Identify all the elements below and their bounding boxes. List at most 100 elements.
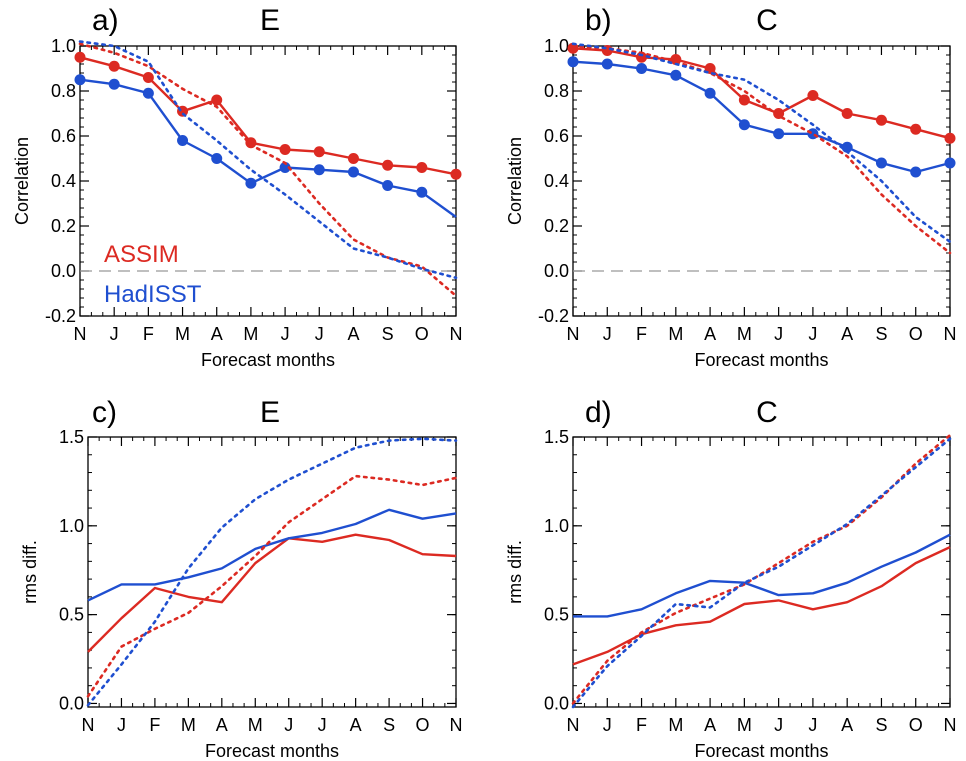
- y-tick-label: 1.0: [51, 36, 76, 56]
- assim-point: [313, 146, 325, 158]
- hadisst-point: [211, 153, 223, 164]
- assim-point: [211, 94, 223, 106]
- y-tick-label: 1.5: [544, 427, 569, 447]
- x-tick-label: N: [450, 715, 463, 735]
- legend-entry-assim: ASSIM: [104, 241, 179, 268]
- assim-point: [738, 94, 750, 106]
- x-tick-label: S: [875, 715, 887, 735]
- y-tick-label: 1.0: [59, 516, 84, 536]
- hadisst-point: [601, 58, 613, 70]
- assim-dotted-line: [86, 474, 458, 698]
- x-tick-label: J: [110, 324, 119, 344]
- hadisst-point: [416, 186, 428, 198]
- panel-title: C: [756, 4, 778, 37]
- panel-label: a): [92, 4, 119, 37]
- hadisst-point: [382, 180, 394, 191]
- hadisst-point: [875, 157, 887, 169]
- plot-frame: [572, 436, 951, 708]
- assim-point: [875, 114, 887, 126]
- y-tick-label: 0.5: [59, 605, 84, 625]
- assim-point: [108, 60, 120, 72]
- x-tick-label: A: [350, 715, 362, 735]
- hadisst-point: [74, 74, 86, 86]
- panel-label: b): [585, 4, 612, 37]
- x-tick-label: S: [382, 324, 394, 344]
- hadisst-point: [567, 56, 579, 68]
- x-tick-label: A: [704, 715, 716, 735]
- y-axis-title: rms diff.: [20, 540, 40, 604]
- hadisst-point: [944, 157, 956, 169]
- assim-point: [450, 168, 462, 180]
- assim-point: [279, 144, 291, 155]
- assim-point: [142, 72, 154, 83]
- assim-solid-line: [87, 533, 457, 653]
- x-tick-label: M: [668, 324, 683, 344]
- x-axis-title: Forecast months: [201, 350, 335, 370]
- x-tick-label: F: [636, 715, 647, 735]
- hadisst-point: [738, 119, 750, 131]
- panel-title: E: [260, 396, 280, 429]
- y-tick-label: 0.0: [51, 261, 76, 281]
- assim-solid-line: [572, 47, 951, 140]
- x-tick-label: M: [737, 324, 752, 344]
- plot-frame: [572, 45, 951, 317]
- assim-point: [416, 162, 428, 173]
- x-tick-label: J: [603, 715, 612, 735]
- x-tick-label: N: [567, 715, 580, 735]
- x-tick-label: J: [318, 715, 327, 735]
- x-tick-label: F: [143, 324, 154, 344]
- x-tick-label: O: [415, 324, 429, 344]
- hadisst-point: [841, 141, 853, 153]
- x-tick-label: J: [117, 715, 126, 735]
- y-tick-label: 0.0: [544, 261, 569, 281]
- hadisst-point: [773, 128, 785, 140]
- x-axis-title: Forecast months: [694, 741, 828, 761]
- y-axis-title: Correlation: [505, 137, 525, 225]
- hadisst-point: [636, 63, 648, 74]
- panel-label: c): [92, 396, 117, 429]
- y-tick-label: -0.2: [45, 306, 76, 326]
- x-axis-title: Forecast months: [694, 350, 828, 370]
- chart-panel-4: 0.0 0.5 1.0 1.5 N J F M A M J J A S O N Cd) Forecast mont…: [505, 396, 957, 761]
- x-tick-label: M: [175, 324, 190, 344]
- y-tick-label: 0.8: [51, 81, 76, 101]
- y-tick-label: 0.2: [544, 216, 569, 236]
- y-tick-label: 1.0: [544, 36, 569, 56]
- y-tick-label: 0.6: [544, 126, 569, 146]
- assim-dotted-line: [571, 433, 952, 705]
- panel-title: E: [260, 4, 280, 37]
- x-tick-label: A: [347, 324, 359, 344]
- hadisst-solid-line: [573, 533, 951, 618]
- y-tick-label: 0.0: [544, 693, 569, 713]
- y-tick-label: 0.4: [51, 171, 76, 191]
- x-tick-label: J: [281, 324, 290, 344]
- assim-solid-line: [79, 56, 457, 176]
- hadisst-point: [108, 78, 120, 90]
- x-tick-label: M: [181, 715, 196, 735]
- x-tick-label: N: [567, 324, 580, 344]
- x-tick-label: N: [82, 715, 95, 735]
- chart-panel-1: -0.20.00.20.40.60.81.0N J F M A M J J A S O NEa)For…: [12, 4, 463, 370]
- x-tick-label: O: [416, 715, 430, 735]
- x-tick-label: N: [944, 715, 957, 735]
- x-tick-label: J: [284, 715, 293, 735]
- chart-panel-2: -0.2 0.0 0.2 0.4 0.6 0.8 1.0 N J F M A M J J A S O N Cb) For…: [505, 4, 957, 370]
- hadisst-solid-line: [79, 78, 457, 218]
- y-tick-label: 0.6: [51, 126, 76, 146]
- x-tick-label: M: [248, 715, 263, 735]
- x-tick-label: J: [774, 715, 783, 735]
- x-tick-label: M: [243, 324, 258, 344]
- x-tick-label: J: [774, 324, 783, 344]
- x-tick-label: F: [149, 715, 160, 735]
- x-tick-label: S: [383, 715, 395, 735]
- x-tick-label: O: [909, 324, 923, 344]
- assim-point: [807, 90, 819, 101]
- hadisst-point: [313, 164, 325, 176]
- x-tick-label: A: [841, 324, 853, 344]
- hadisst-point: [245, 177, 257, 189]
- hadisst-point: [177, 135, 189, 146]
- plot-frame: [87, 436, 457, 708]
- assim-point: [382, 159, 394, 171]
- hadisst-point: [347, 166, 359, 178]
